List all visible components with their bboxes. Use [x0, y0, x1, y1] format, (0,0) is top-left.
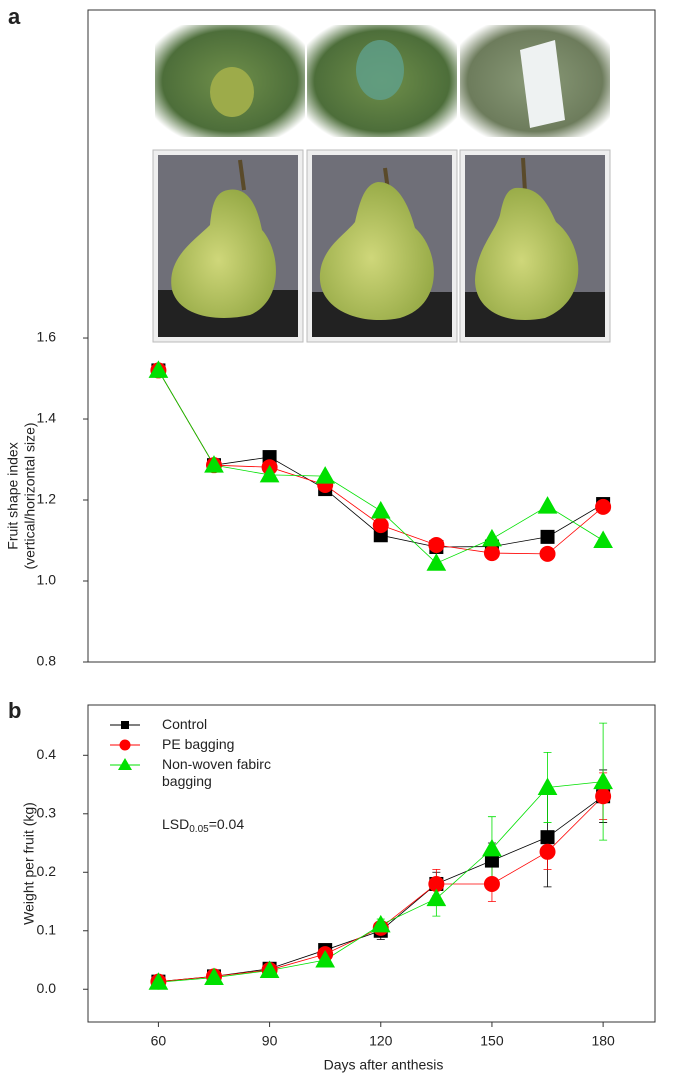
- marker: [539, 843, 556, 860]
- pear-photo: [152, 149, 304, 343]
- y-tick-label: 0.2: [37, 863, 57, 879]
- photo-bag: [520, 40, 565, 128]
- y-tick-label: 0.0: [37, 980, 57, 996]
- y-tick-label: 1.0: [37, 572, 57, 588]
- marker: [593, 771, 613, 790]
- annotation-part: 0.05: [189, 824, 209, 835]
- y-tick-label: 0.8: [37, 653, 57, 669]
- annotation: LSD0.05=0.04: [162, 816, 244, 835]
- marker: [595, 498, 612, 515]
- x-axis-label: Days after anthesis: [324, 1057, 444, 1073]
- marker: [483, 545, 500, 562]
- photos: [152, 25, 611, 343]
- marker: [540, 529, 555, 544]
- marker: [204, 967, 224, 986]
- panel-label: a: [8, 4, 21, 29]
- plot-frame: [87, 704, 656, 1023]
- marker: [426, 553, 447, 571]
- x-tick-label: 150: [480, 1033, 504, 1049]
- marker: [537, 777, 558, 795]
- marker: [315, 949, 336, 968]
- marker: [204, 455, 224, 473]
- marker: [315, 466, 336, 484]
- x-tick-label: 180: [591, 1033, 615, 1049]
- legend-marker: [118, 758, 132, 770]
- annotation-part: =0.04: [209, 816, 245, 832]
- marker: [148, 972, 169, 990]
- y-tick-label: 1.6: [37, 329, 57, 345]
- marker: [482, 528, 502, 547]
- marker: [539, 545, 556, 562]
- y-tick-label: 1.4: [37, 410, 57, 426]
- y-tick-label: 0.1: [37, 921, 57, 937]
- pear-photo: [459, 149, 611, 343]
- marker: [370, 914, 391, 933]
- marker: [483, 875, 500, 892]
- marker: [259, 464, 280, 483]
- marker: [595, 788, 612, 805]
- marker: [426, 888, 447, 907]
- legend-marker: [121, 721, 129, 729]
- legend-label: Control: [162, 716, 208, 732]
- annotation-part: LSD: [162, 816, 189, 832]
- photo-fruit: [210, 67, 254, 117]
- marker: [428, 536, 445, 553]
- marker: [482, 838, 502, 857]
- marker: [540, 830, 555, 845]
- panel-label: b: [8, 698, 21, 723]
- y-axis-label: (vertical/horizontal size): [22, 422, 38, 569]
- x-tick-label: 120: [369, 1033, 393, 1049]
- marker: [372, 517, 389, 534]
- photo-bag: [356, 40, 404, 100]
- marker: [148, 360, 169, 378]
- legend-label: Non-woven fabirc bagging: [162, 756, 271, 789]
- y-tick-label: 1.2: [37, 491, 57, 507]
- marker: [370, 500, 391, 519]
- y-axis-label: Fruit shape index: [5, 442, 21, 549]
- pear-photo: [306, 149, 458, 343]
- marker: [593, 530, 613, 549]
- legend-label: PE bagging: [162, 736, 235, 752]
- legend-marker: [119, 739, 131, 751]
- y-axis-label: Weight per fruit (kg): [21, 802, 37, 925]
- y-tick-label: 0.3: [37, 804, 57, 820]
- x-tick-label: 90: [262, 1033, 278, 1049]
- plot-frame: [87, 9, 656, 663]
- marker: [259, 960, 280, 979]
- marker: [537, 496, 558, 514]
- series-line: [158, 781, 604, 983]
- y-tick-label: 0.4: [37, 746, 57, 762]
- x-tick-label: 60: [151, 1033, 167, 1049]
